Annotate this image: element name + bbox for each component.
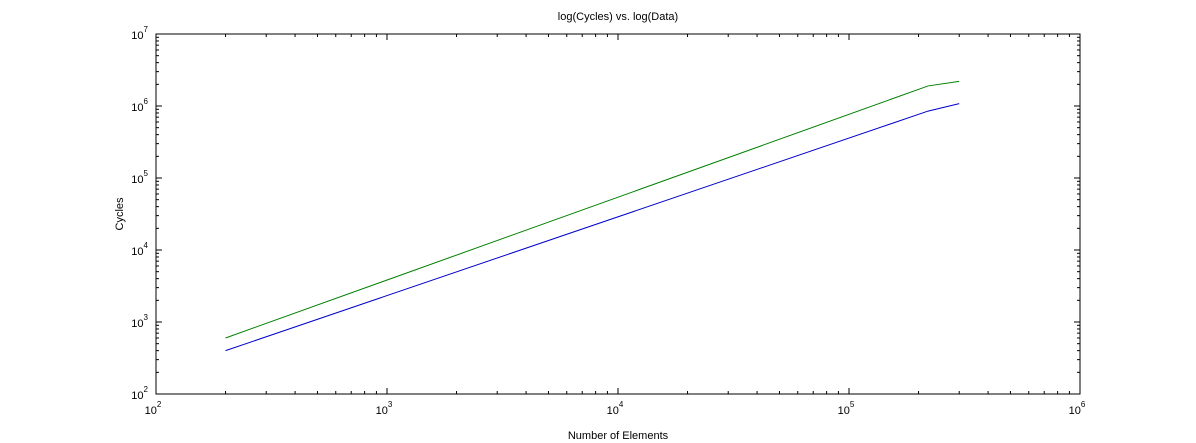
series-line-2 [225, 103, 960, 352]
x-tick-label: 103 [376, 400, 393, 417]
x-tick-label: 102 [145, 400, 162, 417]
plot-frame [155, 33, 1081, 395]
series-line-1 [225, 80, 960, 339]
series-layer [225, 80, 960, 352]
y-tick-label: 107 [131, 25, 148, 42]
plot-area [156, 34, 1080, 394]
y-tick-label: 103 [131, 313, 148, 330]
tick-labels-layer: 102 103 104 105 106 102 103 104 105 106 107 [131, 25, 1086, 417]
y-axis-label: Cycles [114, 197, 126, 231]
y-tick-label: 102 [131, 385, 148, 402]
y-tick-label: 104 [131, 241, 148, 258]
y-tick-label: 105 [131, 169, 148, 186]
chart-title: log(Cycles) vs. log(Data) [558, 11, 678, 23]
x-tick-label: 105 [838, 400, 855, 417]
x-axis-label: Number of Elements [568, 430, 669, 442]
y-tick-label: 106 [131, 97, 148, 114]
x-tick-label: 106 [1069, 400, 1086, 417]
x-tick-label: 104 [607, 400, 624, 417]
